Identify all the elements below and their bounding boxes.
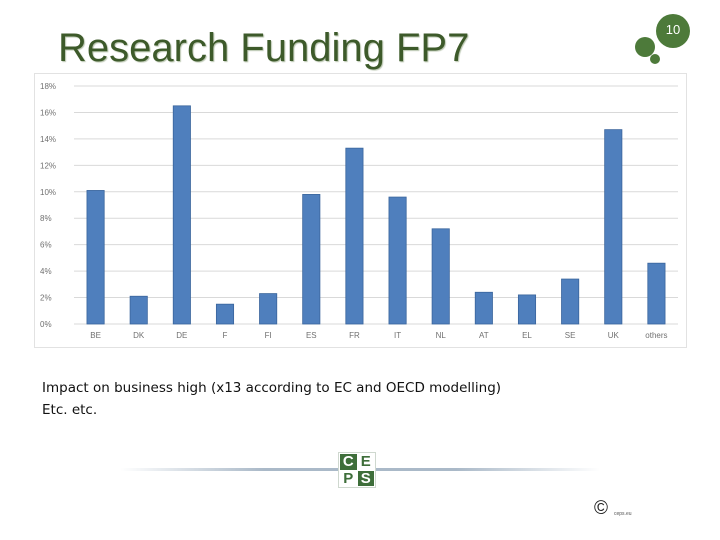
x-tick-label: NL	[436, 331, 447, 340]
y-tick-label: 16%	[40, 108, 56, 117]
logo-letter-s: S	[357, 470, 374, 486]
x-tick-label: FI	[265, 331, 272, 340]
bar-fi	[259, 293, 278, 325]
y-tick-label: 0%	[40, 320, 52, 329]
bar-de	[172, 105, 191, 325]
y-tick-label: 2%	[40, 294, 52, 303]
x-tick-label: SE	[565, 331, 576, 340]
page-badge: 10	[630, 10, 690, 70]
badge-circle-large	[656, 14, 690, 48]
logo-letter-p: P	[340, 470, 357, 486]
bar-nl	[431, 228, 450, 325]
body-line-1: Impact on business high (x13 according t…	[42, 380, 502, 396]
x-tick-label: DK	[133, 331, 145, 340]
copyright-note: ceps.eu	[614, 511, 632, 517]
y-tick-label: 4%	[40, 267, 52, 276]
bar-fr	[345, 147, 364, 325]
bar-it	[388, 196, 407, 325]
page-number: 10	[665, 22, 681, 37]
y-tick-label: 14%	[40, 135, 56, 144]
bar-se	[561, 278, 580, 325]
logo-letter-c: C	[340, 454, 357, 470]
bar-es	[302, 194, 321, 325]
body-line-2: Etc. etc.	[42, 402, 98, 418]
bar-chart: 0% 2% 4% 6% 8% 10% 12% 14% 16% 18% BE DK DE F FI ES FR IT…	[40, 82, 678, 340]
y-tick-label: 8%	[40, 214, 52, 223]
x-tick-label: others	[645, 331, 667, 340]
y-tick-label: 6%	[40, 241, 52, 250]
slide-title: Research Funding FP7	[58, 26, 470, 70]
copyright-symbol: ©	[594, 498, 608, 519]
x-tick-label: FR	[349, 331, 360, 340]
badge-circle-medium	[635, 37, 655, 57]
x-tick-label: IT	[394, 331, 401, 340]
bar-be	[86, 190, 105, 325]
x-tick-label: DE	[176, 331, 187, 340]
bar-el	[517, 294, 537, 325]
bar-at	[474, 291, 493, 325]
x-tick-label: AT	[479, 331, 489, 340]
ceps-logo: C E P S	[338, 452, 376, 488]
x-tick-label: EL	[522, 331, 532, 340]
y-tick-label: 18%	[40, 82, 56, 91]
x-tick-label: ES	[306, 331, 317, 340]
bar-others	[647, 262, 666, 325]
x-tick-label: F	[223, 331, 228, 340]
bar-dk	[129, 295, 148, 325]
x-tick-label: BE	[90, 331, 101, 340]
body-text: Impact on business high (x13 according t…	[42, 377, 501, 421]
badge-circle-small	[650, 54, 660, 64]
bar-uk	[604, 129, 623, 325]
x-tick-label: UK	[608, 331, 620, 340]
y-tick-label: 10%	[40, 188, 56, 197]
logo-letter-e: E	[357, 454, 374, 470]
y-tick-label: 12%	[40, 161, 56, 170]
bar-f	[215, 303, 235, 325]
chart-frame	[34, 73, 687, 348]
